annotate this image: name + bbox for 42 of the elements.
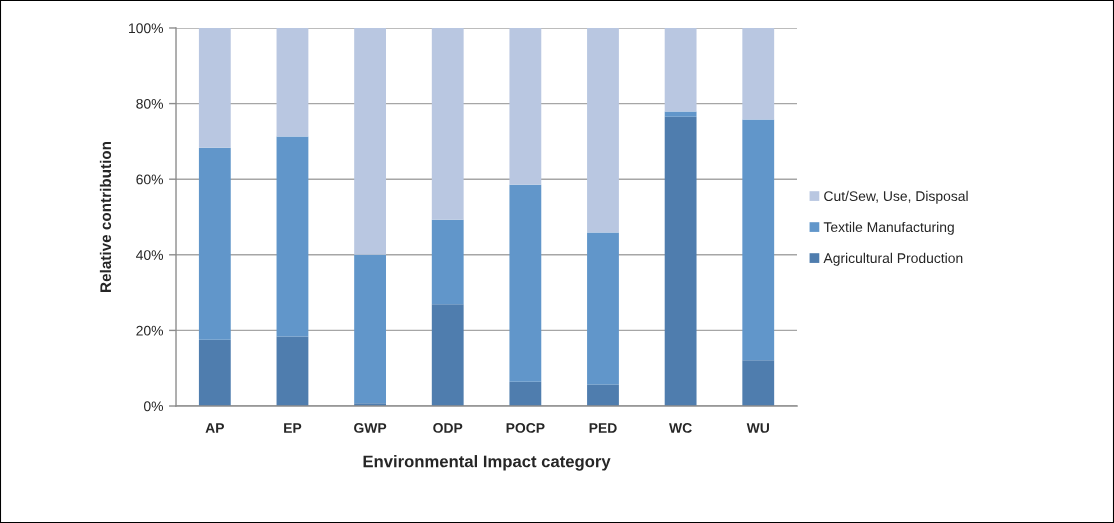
x-tick-label: WC xyxy=(669,423,692,433)
x-tick-label: WU xyxy=(746,423,769,433)
x-tick-label: EP xyxy=(284,423,302,433)
bar xyxy=(198,339,231,406)
y-axis-title: Relative contribution xyxy=(99,141,112,292)
x-tick-label: ODP xyxy=(433,423,463,433)
legend-label: Agricultural Production xyxy=(823,252,963,266)
bar xyxy=(276,27,309,137)
bar xyxy=(431,304,464,406)
bar xyxy=(587,232,619,385)
y-tick-label: 100% xyxy=(129,23,164,34)
legend-label: Textile Manufacturing xyxy=(823,221,954,235)
bar xyxy=(276,136,309,337)
bar xyxy=(509,381,542,406)
bar xyxy=(431,219,464,305)
y-tick-label: 40% xyxy=(136,250,164,260)
bar xyxy=(354,254,387,404)
y-tick-label: 80% xyxy=(136,98,164,109)
y-tick-label: 60% xyxy=(136,174,164,185)
bar xyxy=(509,184,542,382)
bar xyxy=(742,360,775,406)
x-tick-label: POCP xyxy=(506,423,545,433)
bar xyxy=(742,27,775,120)
bar xyxy=(431,27,464,220)
bar xyxy=(354,27,387,255)
bar xyxy=(276,336,309,406)
bar xyxy=(198,147,231,340)
bar xyxy=(198,27,231,148)
y-tick-label: 20% xyxy=(136,325,164,336)
x-tick-label: AP xyxy=(205,423,224,433)
bar xyxy=(664,27,697,112)
bar xyxy=(587,384,619,406)
y-tick-label: 0% xyxy=(143,401,164,412)
bar xyxy=(742,119,775,361)
x-tick-label: PED xyxy=(589,423,617,433)
legend-label: Cut/Sew, Use, Disposal xyxy=(824,190,968,204)
bar xyxy=(664,111,697,117)
x-axis-title: Environmental Impact category xyxy=(363,455,611,471)
bar xyxy=(509,27,542,185)
bar xyxy=(664,116,697,406)
x-tick-label: GWP xyxy=(354,423,387,433)
bar xyxy=(587,27,619,233)
